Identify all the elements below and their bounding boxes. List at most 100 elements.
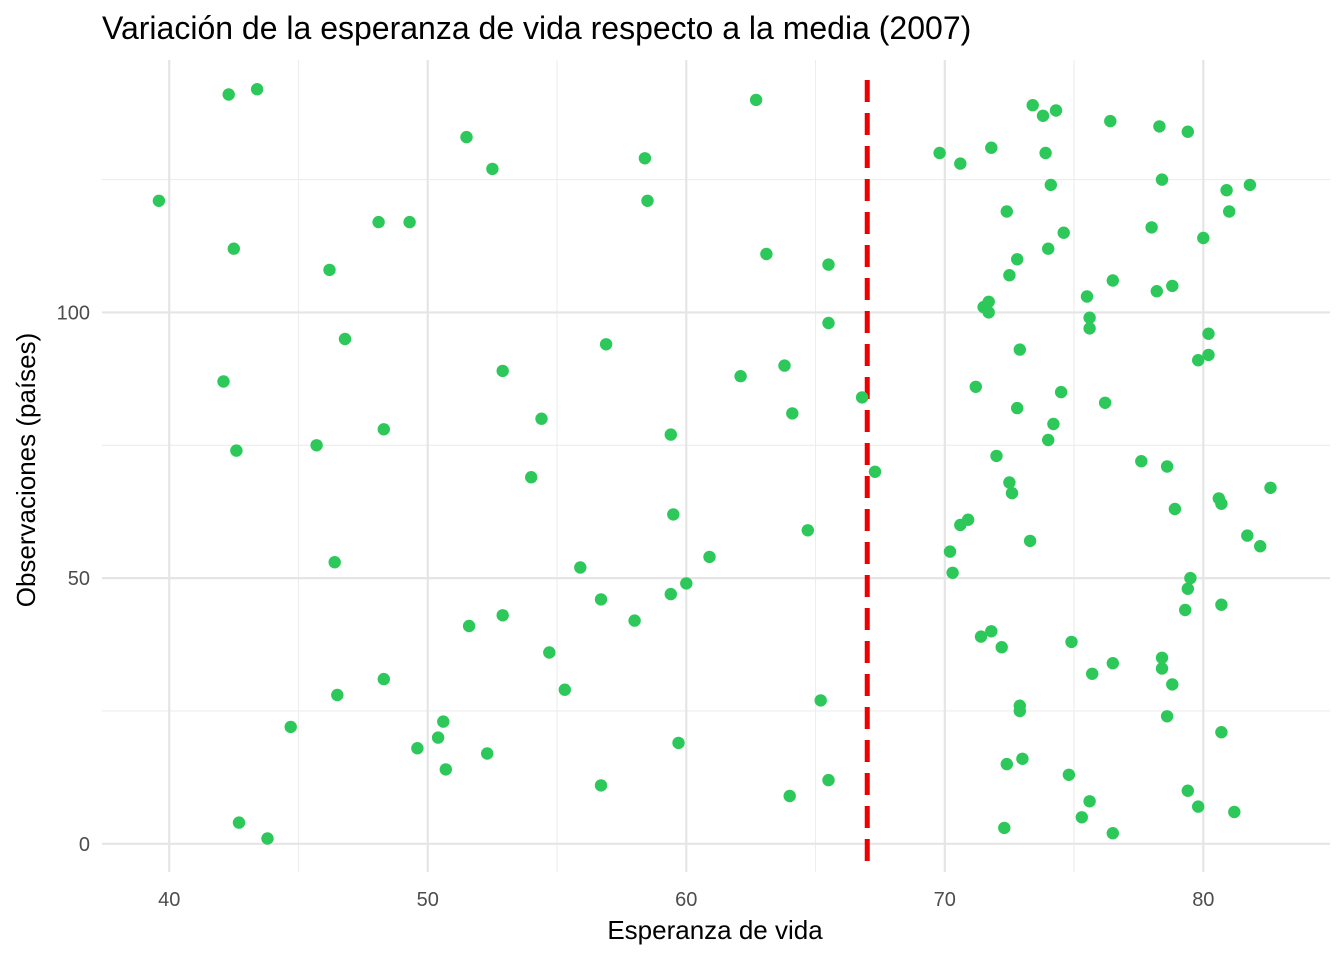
data-point	[377, 423, 390, 436]
data-point	[974, 630, 988, 643]
data-point	[310, 439, 323, 452]
data-point	[460, 130, 473, 144]
data-point	[1057, 226, 1070, 239]
grid	[102, 60, 1330, 872]
data-point	[1005, 486, 1019, 500]
data-point	[1036, 109, 1050, 123]
data-point	[1202, 348, 1215, 362]
data-point	[1181, 582, 1195, 595]
data-point	[1098, 396, 1112, 409]
data-point	[1166, 678, 1179, 691]
data-point	[152, 194, 166, 207]
data-point	[680, 577, 693, 590]
data-point	[250, 83, 264, 96]
data-point	[222, 88, 235, 101]
data-point	[786, 407, 799, 420]
data-point	[1160, 710, 1174, 723]
data-point	[1106, 827, 1120, 840]
data-point	[331, 688, 344, 702]
data-point	[284, 720, 297, 734]
data-point	[998, 821, 1011, 835]
data-point	[1223, 205, 1236, 218]
data-point	[1228, 805, 1241, 819]
data-point	[822, 258, 835, 271]
data-point	[672, 736, 685, 750]
data-point	[783, 789, 796, 803]
x-tick-label: 80	[1192, 889, 1214, 911]
data-point	[1049, 104, 1063, 117]
data-point	[1202, 327, 1215, 340]
data-point	[1135, 455, 1148, 468]
data-point	[1197, 231, 1210, 245]
data-point	[1254, 540, 1267, 553]
data-point	[778, 359, 791, 372]
data-point	[982, 295, 995, 308]
data-point	[232, 816, 246, 829]
x-tick-labels: 40 50 60 70 80	[158, 889, 1214, 911]
data-point	[328, 556, 341, 569]
data-point	[486, 162, 499, 176]
data-point	[1000, 757, 1013, 771]
x-axis-title: Esperanza de vida	[607, 915, 823, 945]
data-point	[1192, 354, 1205, 367]
data-point	[431, 731, 445, 744]
data-point	[822, 773, 835, 787]
data-point	[1264, 481, 1277, 494]
data-point	[496, 609, 509, 622]
data-point	[1011, 401, 1024, 415]
data-point	[437, 715, 450, 728]
data-point	[1003, 269, 1016, 282]
data-point	[814, 694, 827, 707]
data-point	[1026, 99, 1039, 112]
chart-title: Variación de la esperanza de vida respec…	[102, 10, 971, 46]
data-point	[1013, 343, 1026, 356]
data-point	[1168, 502, 1182, 516]
y-tick-label: 100	[57, 302, 90, 324]
data-point	[1106, 274, 1120, 287]
data-point	[638, 152, 652, 165]
data-point	[535, 412, 548, 425]
data-point	[990, 449, 1003, 463]
data-point	[525, 471, 538, 484]
data-point	[1083, 795, 1096, 808]
data-point	[1179, 603, 1192, 617]
data-point	[1039, 146, 1052, 160]
data-point	[227, 242, 240, 255]
data-point	[594, 593, 608, 606]
data-point	[760, 247, 773, 261]
data-point	[969, 380, 982, 393]
points	[152, 83, 1277, 845]
data-point	[985, 625, 998, 638]
data-point	[1062, 768, 1076, 781]
y-tick-label: 0	[79, 834, 90, 856]
data-point	[946, 566, 959, 579]
data-point	[217, 375, 230, 388]
data-point	[439, 763, 452, 776]
data-point	[1075, 811, 1089, 824]
data-point	[372, 215, 385, 229]
data-point	[734, 370, 747, 383]
data-point	[1054, 385, 1068, 399]
data-point	[599, 338, 613, 351]
data-point	[1042, 242, 1055, 255]
data-point	[1104, 114, 1117, 128]
data-point	[1160, 460, 1174, 473]
data-point	[995, 641, 1008, 654]
data-point	[1192, 800, 1205, 813]
data-point	[801, 524, 814, 537]
data-point	[1166, 279, 1179, 293]
data-point	[323, 263, 336, 277]
x-tick-label: 50	[417, 889, 439, 911]
y-axis-title: Observaciones (países)	[11, 333, 41, 608]
data-point	[377, 672, 390, 686]
data-point	[1215, 726, 1228, 739]
data-point	[1155, 173, 1169, 186]
data-point	[1145, 221, 1158, 234]
data-point	[574, 561, 587, 574]
data-point	[1155, 662, 1169, 675]
data-point	[558, 683, 571, 696]
x-tick-label: 60	[675, 889, 697, 911]
data-point	[1000, 205, 1013, 218]
data-point	[1181, 125, 1195, 138]
